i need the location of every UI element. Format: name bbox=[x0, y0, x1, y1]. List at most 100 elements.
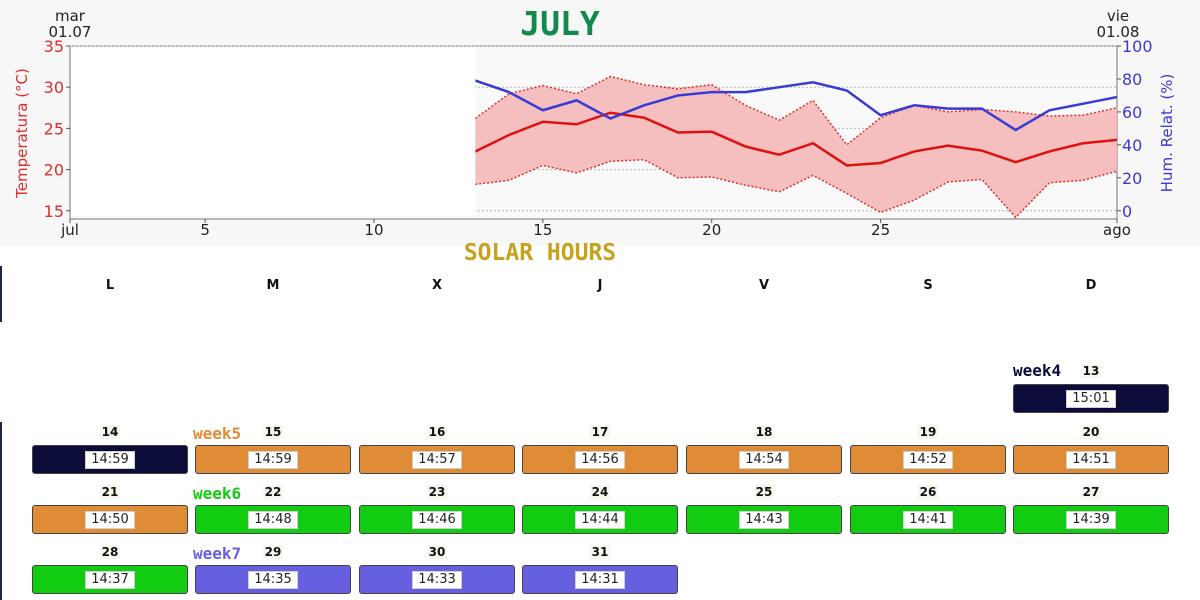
solar-hours-cell: 14:59 bbox=[32, 445, 188, 474]
y-left-tick-label: 25 bbox=[44, 119, 64, 138]
solar-hours-cell: 14:41 bbox=[850, 505, 1006, 534]
solar-hours-title: SOLAR HOURS bbox=[463, 240, 617, 266]
y-left-tick-label: 15 bbox=[44, 202, 64, 221]
solar-hours-value: 14:39 bbox=[1066, 510, 1116, 529]
solar-hours-cell: 14:52 bbox=[850, 445, 1006, 474]
weekday-label: X bbox=[431, 278, 443, 293]
x-tick-label: jul bbox=[60, 221, 79, 239]
solar-hours-cell: 14:57 bbox=[359, 445, 515, 474]
day-number: 15 bbox=[258, 425, 288, 439]
y-right-tick-label: 100 bbox=[1122, 37, 1153, 56]
day-number-text: 30 bbox=[426, 545, 448, 559]
weekday-label: V bbox=[758, 278, 770, 293]
chart-svg: 15 20 25 30 35 0 20 40 60 80 100 jul 5 10 15 20 25 ago Tem… bbox=[0, 0, 1200, 246]
day-number-text: 27 bbox=[1080, 485, 1102, 499]
solar-hours-value: 14:44 bbox=[575, 510, 625, 529]
y-right-tick-label: 20 bbox=[1122, 169, 1142, 188]
day-number: 31 bbox=[585, 545, 615, 559]
x-tick-label: 5 bbox=[200, 221, 210, 239]
max-temperature-line bbox=[474, 75, 1118, 146]
day-number-text: 25 bbox=[753, 485, 775, 499]
temperature-humidity-chart: 15 20 25 30 35 0 20 40 60 80 100 jul 5 10 15 20 25 ago Tem… bbox=[0, 0, 1200, 246]
start-date-value: 01.07 bbox=[48, 23, 92, 41]
y-right-tick-label: 80 bbox=[1122, 70, 1142, 89]
y-right-tick-label: 40 bbox=[1122, 136, 1142, 155]
left-divider bbox=[0, 422, 2, 600]
day-number: 21 bbox=[95, 485, 125, 499]
day-number: 20 bbox=[1076, 425, 1106, 439]
day-number: 27 bbox=[1076, 485, 1106, 499]
day-number: 26 bbox=[913, 485, 943, 499]
solar-hours-cell: 14:51 bbox=[1013, 445, 1169, 474]
solar-hours-value: 14:59 bbox=[85, 450, 135, 469]
x-tick-label: 10 bbox=[364, 221, 383, 239]
day-number: 25 bbox=[749, 485, 779, 499]
day-number-text: 26 bbox=[917, 485, 939, 499]
solar-hours-value: 14:50 bbox=[85, 510, 135, 529]
day-number: 29 bbox=[258, 545, 288, 559]
solar-hours-cell: 14:44 bbox=[522, 505, 678, 534]
day-number: 22 bbox=[258, 485, 288, 499]
day-number-text: 15 bbox=[262, 425, 284, 439]
y-right-axis-title: Hum. Relat. (%) bbox=[1158, 74, 1176, 193]
y-left-tick-label: 20 bbox=[44, 161, 64, 180]
solar-hours-value: 15:01 bbox=[1066, 389, 1116, 408]
day-number: 30 bbox=[422, 545, 452, 559]
week-label: week6 bbox=[193, 484, 242, 503]
solar-hours-value: 14:54 bbox=[739, 450, 789, 469]
day-number: 18 bbox=[749, 425, 779, 439]
week-label: week5 bbox=[193, 424, 242, 443]
solar-hours-cell: 14:48 bbox=[195, 505, 351, 534]
humidity-line bbox=[474, 79, 1118, 132]
end-date-value: 01.08 bbox=[1096, 23, 1140, 41]
day-number-text: 14 bbox=[99, 425, 121, 439]
month-title: JULY bbox=[520, 4, 600, 43]
y-right-tick-label: 0 bbox=[1122, 202, 1132, 221]
x-tick-label: 25 bbox=[871, 221, 890, 239]
day-number: 24 bbox=[585, 485, 615, 499]
solar-hours-value: 14:57 bbox=[412, 450, 462, 469]
solar-hours-cell: 14:31 bbox=[522, 565, 678, 594]
weekday-label: M bbox=[266, 278, 280, 293]
weekday-label: D bbox=[1085, 278, 1097, 293]
solar-hours-value: 14:35 bbox=[248, 570, 298, 589]
solar-hours-value: 14:52 bbox=[903, 450, 953, 469]
solar-hours-cell: 14:39 bbox=[1013, 505, 1169, 534]
y-left-axis-title: Temperatura (°C) bbox=[13, 68, 31, 199]
solar-hours-cell: 14:37 bbox=[32, 565, 188, 594]
solar-hours-value: 14:31 bbox=[575, 570, 625, 589]
day-number-text: 28 bbox=[99, 545, 121, 559]
weekday-label: S bbox=[923, 278, 933, 293]
day-number: 23 bbox=[422, 485, 452, 499]
start-date-day: mar bbox=[55, 7, 85, 25]
mean-temperature-line bbox=[474, 111, 1118, 167]
day-number-text: 23 bbox=[426, 485, 448, 499]
min-temperature-line bbox=[475, 158, 1118, 219]
solar-hours-cell: 14:54 bbox=[686, 445, 842, 474]
left-divider bbox=[0, 266, 2, 322]
solar-hours-cell: 14:50 bbox=[32, 505, 188, 534]
day-number: 28 bbox=[95, 545, 125, 559]
day-number-text: 24 bbox=[589, 485, 611, 499]
weekday-label: J bbox=[597, 278, 603, 293]
day-number-text: 20 bbox=[1080, 425, 1102, 439]
day-number: 14 bbox=[95, 425, 125, 439]
solar-hours-value: 14:48 bbox=[248, 510, 298, 529]
solar-hours-cell: 14:46 bbox=[359, 505, 515, 534]
solar-hours-value: 14:37 bbox=[85, 570, 135, 589]
solar-hours-cell: 14:59 bbox=[195, 445, 351, 474]
solar-hours-value: 14:56 bbox=[575, 450, 625, 469]
x-tick-label: 20 bbox=[702, 221, 721, 239]
y-left-tick-label: 30 bbox=[44, 78, 64, 97]
weekday-label: L bbox=[105, 278, 115, 293]
solar-hours-cell: 15:01 bbox=[1013, 384, 1169, 413]
day-number-text: 22 bbox=[262, 485, 284, 499]
y-left-tick-label: 35 bbox=[44, 37, 64, 56]
solar-hours-cell: 14:33 bbox=[359, 565, 515, 594]
solar-hours-cell: 14:35 bbox=[195, 565, 351, 594]
start-date-label: mar 01.07 bbox=[40, 8, 100, 40]
no-data-area bbox=[71, 47, 476, 216]
week-label: week7 bbox=[193, 544, 242, 563]
solar-hours-value: 14:51 bbox=[1066, 450, 1116, 469]
